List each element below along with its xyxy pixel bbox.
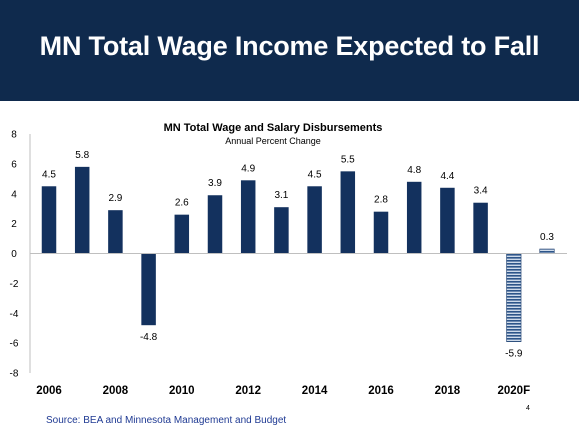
y-tick-label: 0 bbox=[11, 249, 17, 260]
data-label-2011: 3.9 bbox=[208, 178, 222, 189]
bar-2012 bbox=[240, 180, 256, 254]
x-tick-label: 2018 bbox=[435, 385, 461, 397]
bar-2018 bbox=[440, 187, 455, 254]
bar-2021F bbox=[539, 248, 555, 254]
y-tick-label: -4 bbox=[10, 309, 19, 320]
chart-title: MN Total Wage and Salary Disbursements bbox=[164, 122, 383, 134]
bar-2009 bbox=[141, 253, 156, 326]
x-tick-label: 2008 bbox=[103, 385, 129, 397]
data-label-2017: 4.8 bbox=[407, 165, 421, 176]
data-label-2010: 2.6 bbox=[175, 198, 189, 209]
bar-2020F bbox=[506, 253, 522, 342]
y-tick-label: 4 bbox=[11, 189, 17, 200]
title-banner bbox=[0, 0, 579, 101]
bar-2011 bbox=[207, 195, 223, 254]
data-label-2018: 4.4 bbox=[440, 171, 454, 182]
chart-subtitle: Annual Percent Change bbox=[225, 136, 321, 146]
data-label-2012: 4.9 bbox=[241, 163, 255, 174]
x-tick-label: 2016 bbox=[368, 385, 394, 397]
y-tick-label: -8 bbox=[10, 369, 19, 380]
bar-2014 bbox=[307, 186, 322, 254]
data-label-2009: -4.8 bbox=[140, 332, 158, 343]
data-label-2007: 5.8 bbox=[75, 150, 89, 161]
y-tick-label: 6 bbox=[11, 159, 17, 170]
data-label-2016: 2.8 bbox=[374, 195, 388, 206]
data-label-2020F: -5.9 bbox=[505, 349, 523, 360]
data-label-2014: 4.5 bbox=[308, 169, 322, 180]
data-label-2013: 3.1 bbox=[274, 190, 288, 201]
bar-2016 bbox=[373, 211, 389, 254]
bar-chart: MN Total Wage and Salary Disbursements A… bbox=[10, 122, 567, 397]
bar-2017 bbox=[406, 181, 422, 254]
data-label-2015: 5.5 bbox=[341, 154, 355, 165]
bar-2008 bbox=[108, 210, 123, 254]
data-label-2021F: 0.3 bbox=[540, 232, 554, 243]
y-tick-label: 8 bbox=[11, 130, 17, 141]
x-tick-label: 2020F bbox=[497, 385, 530, 397]
bar-2006 bbox=[41, 186, 57, 254]
source-note: Source: BEA and Minnesota Management and… bbox=[46, 415, 287, 426]
bar-2010 bbox=[174, 214, 190, 254]
data-label-2019: 3.4 bbox=[474, 186, 488, 197]
y-tick-label: 2 bbox=[11, 219, 17, 230]
slide-title: MN Total Wage Income Expected to Fall bbox=[39, 31, 540, 61]
x-tick-label: 2006 bbox=[36, 385, 62, 397]
x-tick-label: 2012 bbox=[235, 385, 261, 397]
bar-2007 bbox=[74, 166, 90, 254]
y-tick-label: -6 bbox=[10, 339, 19, 350]
y-tick-label: -2 bbox=[10, 279, 19, 290]
page-number: 4 bbox=[526, 405, 530, 412]
bar-2015 bbox=[340, 171, 356, 254]
data-label-2006: 4.5 bbox=[42, 169, 56, 180]
data-label-2008: 2.9 bbox=[108, 193, 122, 204]
x-tick-label: 2014 bbox=[302, 385, 328, 397]
x-tick-label: 2010 bbox=[169, 385, 195, 397]
bar-2019 bbox=[473, 202, 488, 254]
bar-2013 bbox=[274, 207, 289, 254]
